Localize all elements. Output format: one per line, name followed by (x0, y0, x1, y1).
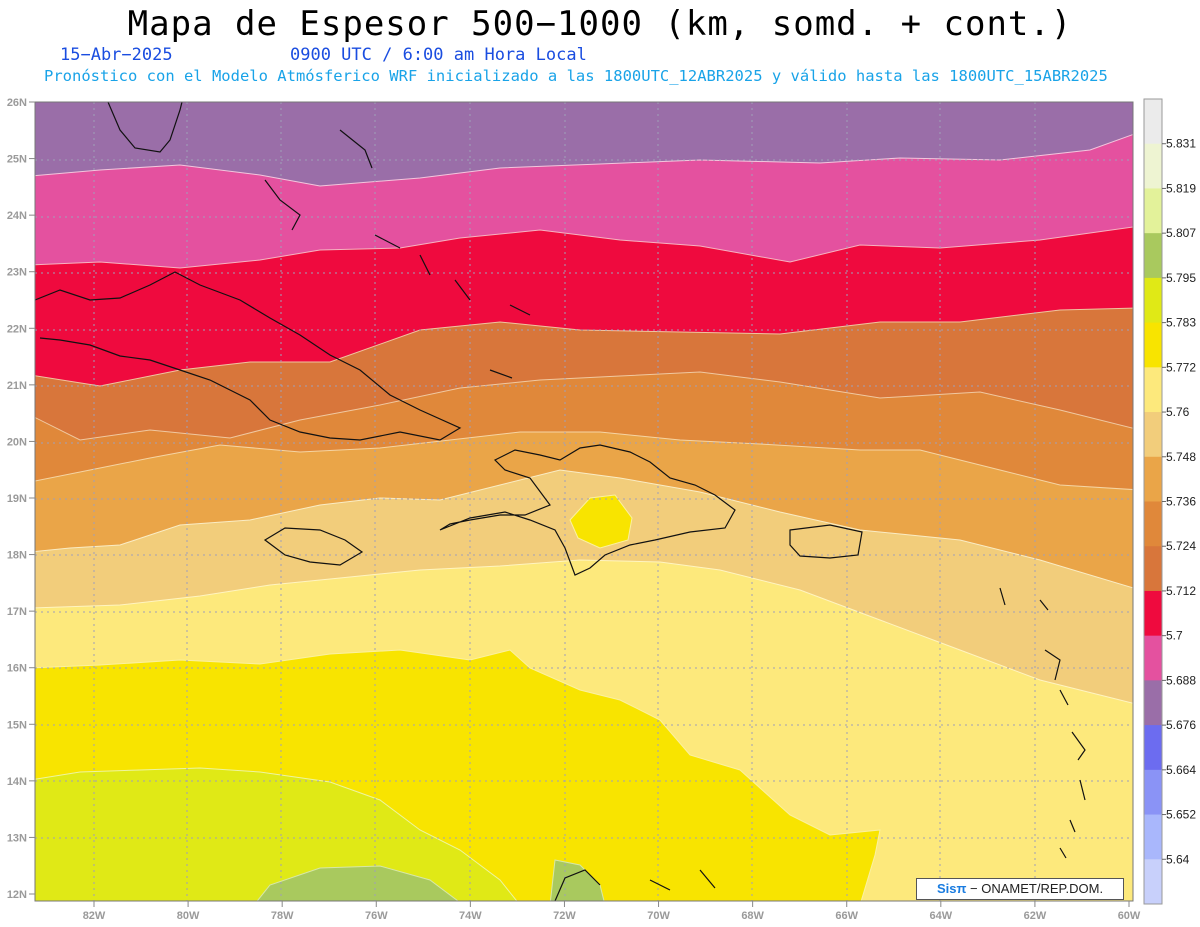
lat-tick-label: 25N (7, 154, 27, 166)
colorbar-swatch (1144, 322, 1162, 368)
jamaica-coast (263, 527, 364, 566)
lat-tick-label: 15N (7, 719, 27, 731)
lon-tick-label: 82W (83, 910, 106, 922)
lat-tick-label: 24N (7, 210, 27, 222)
forecast-description: Pronóstico con el Modelo Atmósferico WRF… (44, 67, 1108, 85)
colorbar-swatch (1144, 546, 1162, 592)
lat-tick-label: 12N (7, 889, 27, 901)
band-5783 (35, 767, 518, 901)
colorbar-swatch (1144, 725, 1162, 771)
latitude-axis: 12N 13N 14N 15N 16N 17N 18N 19N 20N 21N 22N 23N 24N 2… (7, 97, 35, 901)
colorbar-swatch (1144, 277, 1162, 324)
colorbar-label: 5.736 (1166, 495, 1196, 509)
credit-brand: Sisπ (936, 881, 967, 896)
colorbar-label: 5.819 (1166, 181, 1196, 195)
lon-tick-label: 80W (177, 910, 200, 922)
colorbar-label: 5.712 (1166, 584, 1196, 598)
credit-text: − ONAMET/REP.DOM. (966, 881, 1104, 896)
colorbar-label: 5.795 (1166, 271, 1196, 285)
cuba-coast (35, 271, 462, 441)
lon-tick-label: 78W (271, 910, 294, 922)
lat-tick-label: 20N (7, 436, 27, 448)
colorbar-swatch (1144, 456, 1162, 502)
colorbar-label: 5.748 (1166, 450, 1196, 464)
puerto-rico-coast (789, 524, 863, 559)
lat-tick-label: 26N (7, 97, 27, 109)
band-5795 (256, 865, 459, 901)
lat-tick-label: 13N (7, 832, 27, 844)
florida-coast (107, 102, 183, 153)
colorbar-label: 5.64 (1166, 852, 1190, 866)
colorbar-swatch (1144, 233, 1162, 279)
lat-tick-label: 23N (7, 267, 27, 279)
colorbar-label: 5.676 (1166, 718, 1196, 732)
lat-tick-label: 17N (7, 606, 27, 618)
colorbar-swatch (1144, 188, 1162, 234)
bahamas-islands (264, 129, 531, 379)
lon-tick-label: 62W (1024, 910, 1047, 922)
colorbar-label: 5.807 (1166, 226, 1196, 240)
lat-tick-label: 22N (7, 323, 27, 335)
colorbar-swatch (1144, 501, 1162, 547)
lat-tick-label: 19N (7, 493, 27, 505)
colorbar-label: 5.783 (1166, 316, 1196, 330)
hispaniola-coast (439, 444, 736, 576)
colorbar-label: 5.688 (1166, 673, 1196, 687)
lat-tick-label: 14N (7, 776, 27, 788)
lesser-antilles (999, 587, 1086, 859)
colorbar-label: 5.724 (1166, 539, 1196, 553)
lon-tick-label: 74W (459, 910, 482, 922)
colorbar-swatch (1144, 859, 1162, 905)
colorbar-swatch (1144, 680, 1162, 726)
lon-tick-label: 66W (835, 910, 858, 922)
coastlines (35, 102, 1086, 901)
longitude-axis: 82W 80W 78W 76W 74W 72W 70W 68W 66W 64W 62W 60W (83, 901, 1141, 922)
lat-tick-label: 18N (7, 550, 27, 562)
colorbar-swatch (1144, 814, 1162, 860)
lon-tick-label: 60W (1118, 910, 1141, 922)
colorbar-swatch (1144, 769, 1162, 816)
colorbar: 5.831 5.819 5.807 5.795 5.783 5.772 5.76 5.748 5… (1143, 98, 1196, 905)
credit-box: Sisπ − ONAMET/REP.DOM. (916, 878, 1124, 900)
contour-fields (35, 102, 1133, 901)
lon-tick-label: 68W (741, 910, 764, 922)
lon-tick-label: 72W (553, 910, 576, 922)
lat-tick-label: 16N (7, 663, 27, 675)
lon-tick-label: 70W (647, 910, 670, 922)
lat-tick-label: 21N (7, 380, 27, 392)
band-5772-island (569, 494, 633, 549)
forecast-time: 0900 UTC / 6:00 am Hora Local (290, 45, 587, 65)
page-title: Mapa de Espesor 500−1000 (km, somd. + co… (127, 4, 1073, 44)
colorbar-swatch (1144, 367, 1162, 413)
colorbar-label: 5.76 (1166, 405, 1190, 419)
colorbar-swatch (1144, 635, 1162, 681)
colorbar-label: 5.652 (1166, 808, 1196, 822)
colorbar-label: 5.664 (1166, 763, 1196, 777)
colorbar-label: 5.7 (1166, 629, 1183, 643)
colorbar-swatch (1144, 590, 1162, 637)
south-america-coast (554, 869, 716, 901)
colorbar-label: 5.772 (1166, 360, 1196, 374)
lon-tick-label: 76W (365, 910, 388, 922)
colorbar-label: 5.831 (1166, 137, 1196, 151)
colorbar-swatch (1144, 99, 1162, 145)
forecast-date: 15−Abr−2025 (60, 45, 173, 65)
colorbar-swatch (1144, 143, 1162, 189)
colorbar-swatch (1144, 412, 1162, 458)
map-frame (34, 101, 1134, 902)
lon-tick-label: 64W (930, 910, 953, 922)
